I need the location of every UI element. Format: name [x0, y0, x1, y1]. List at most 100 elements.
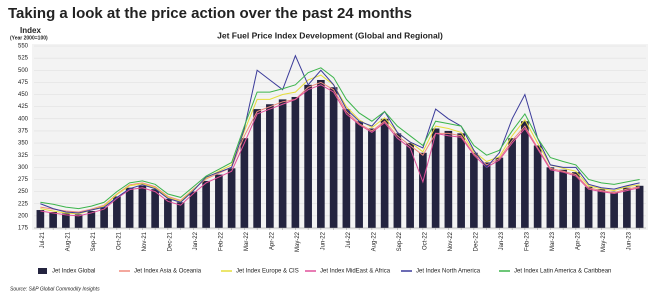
- x-tick-label: Oct-21: [116, 231, 122, 250]
- y-tick-label: 300: [18, 165, 29, 171]
- x-tick-label: Sep-22: [397, 231, 403, 251]
- bar: [546, 167, 555, 228]
- bar: [533, 145, 542, 228]
- y-tick-label: 400: [18, 116, 29, 122]
- x-tick-label: Feb-23: [524, 231, 530, 251]
- legend-label: Jet Index Global: [52, 269, 95, 275]
- bar: [202, 180, 210, 228]
- bar: [266, 104, 274, 228]
- bar: [113, 196, 121, 228]
- bar: [342, 109, 351, 228]
- y-tick-label: 250: [18, 189, 29, 195]
- x-tick-label: Apr-23: [575, 231, 581, 250]
- line: [40, 84, 640, 217]
- bar: [380, 118, 389, 228]
- bar: [495, 157, 504, 228]
- line: [40, 81, 640, 213]
- bar: [470, 152, 478, 228]
- y-tick-label: 550: [18, 44, 29, 50]
- x-tick-label: May-22: [295, 231, 301, 252]
- page-title: Taking a look at the price action over t…: [8, 5, 412, 22]
- bar: [457, 133, 465, 228]
- bar: [151, 189, 159, 228]
- bar: [227, 168, 236, 228]
- bar: [253, 109, 261, 228]
- x-tick-label: Aug-22: [371, 231, 377, 251]
- bar: [521, 121, 529, 228]
- x-tick-label: Jul-22: [346, 231, 352, 248]
- x-tick-label: Dec-21: [167, 231, 173, 251]
- bar: [444, 130, 453, 228]
- line: [40, 67, 640, 210]
- bar: [406, 143, 414, 228]
- plot-area: [32, 44, 648, 230]
- y-tick-label: 225: [18, 201, 29, 207]
- bar: [355, 121, 363, 228]
- bar: [431, 128, 440, 228]
- y-tick-label: 475: [18, 80, 29, 86]
- y-tick-label: 175: [18, 226, 29, 232]
- legend-label: Jet Index Europe & CIS: [236, 269, 299, 275]
- bar: [87, 211, 96, 228]
- y-tick-label: 325: [18, 153, 29, 159]
- bar: [240, 138, 249, 228]
- bar: [74, 214, 83, 228]
- x-tick-label: Jun-22: [320, 231, 326, 250]
- bar: [138, 185, 147, 228]
- bar: [597, 189, 606, 228]
- bar: [419, 152, 427, 228]
- x-tick-label: Jan-23: [499, 231, 505, 250]
- bar: [393, 133, 402, 228]
- bar: [317, 79, 325, 229]
- y-tick-label: 275: [18, 177, 29, 183]
- legend-label: Jet Index North America: [416, 269, 481, 275]
- x-tick-label: Mar-23: [550, 231, 556, 251]
- y-tick-label: 500: [18, 68, 29, 74]
- x-tick-label: Jun-23: [626, 231, 632, 250]
- x-tick-label: Feb-22: [218, 231, 224, 251]
- bar: [623, 187, 631, 228]
- source-note: Source: S&P Global Commodity Insights: [10, 286, 100, 292]
- y-axis-title: Index: [20, 26, 41, 35]
- x-tick-label: May-23: [601, 231, 607, 252]
- bar: [508, 138, 516, 228]
- bar: [278, 99, 287, 229]
- x-tick-label: Sep-21: [91, 231, 97, 251]
- legend-swatch: [38, 268, 47, 274]
- legend-label: Jet Index Latin America & Caribbean: [514, 269, 611, 275]
- y-tick-label: 450: [18, 92, 29, 98]
- bar: [176, 202, 185, 228]
- y-tick-label: 375: [18, 129, 29, 135]
- x-tick-label: Nov-22: [448, 231, 454, 251]
- bar: [125, 187, 134, 228]
- bar: [291, 96, 300, 229]
- bar: [164, 198, 172, 228]
- bar: [36, 210, 45, 228]
- y-tick-label: 425: [18, 104, 29, 110]
- y-tick-label: 350: [18, 141, 29, 147]
- bar: [100, 207, 108, 228]
- bar: [189, 191, 198, 228]
- bar: [49, 211, 57, 228]
- line: [40, 74, 640, 215]
- x-tick-label: Jan-22: [193, 231, 199, 250]
- x-tick-label: Apr-22: [269, 231, 275, 250]
- x-tick-label: Jul-21: [40, 231, 46, 248]
- y-tick-label: 200: [18, 213, 29, 219]
- x-tick-label: Oct-22: [422, 231, 428, 250]
- bar: [482, 162, 491, 228]
- x-tick-label: Mar-22: [244, 231, 250, 251]
- x-tick-label: Aug-21: [65, 231, 71, 251]
- x-tick-label: Dec-22: [473, 231, 479, 251]
- y-tick-label: 525: [18, 56, 29, 62]
- x-tick-label: Nov-21: [142, 231, 148, 251]
- bar: [559, 169, 567, 228]
- line: [40, 54, 640, 214]
- y-axis-note: (Year 2000=100): [10, 35, 48, 41]
- bar: [572, 172, 580, 228]
- bar: [584, 186, 593, 228]
- bar: [304, 84, 312, 229]
- bar: [610, 191, 618, 228]
